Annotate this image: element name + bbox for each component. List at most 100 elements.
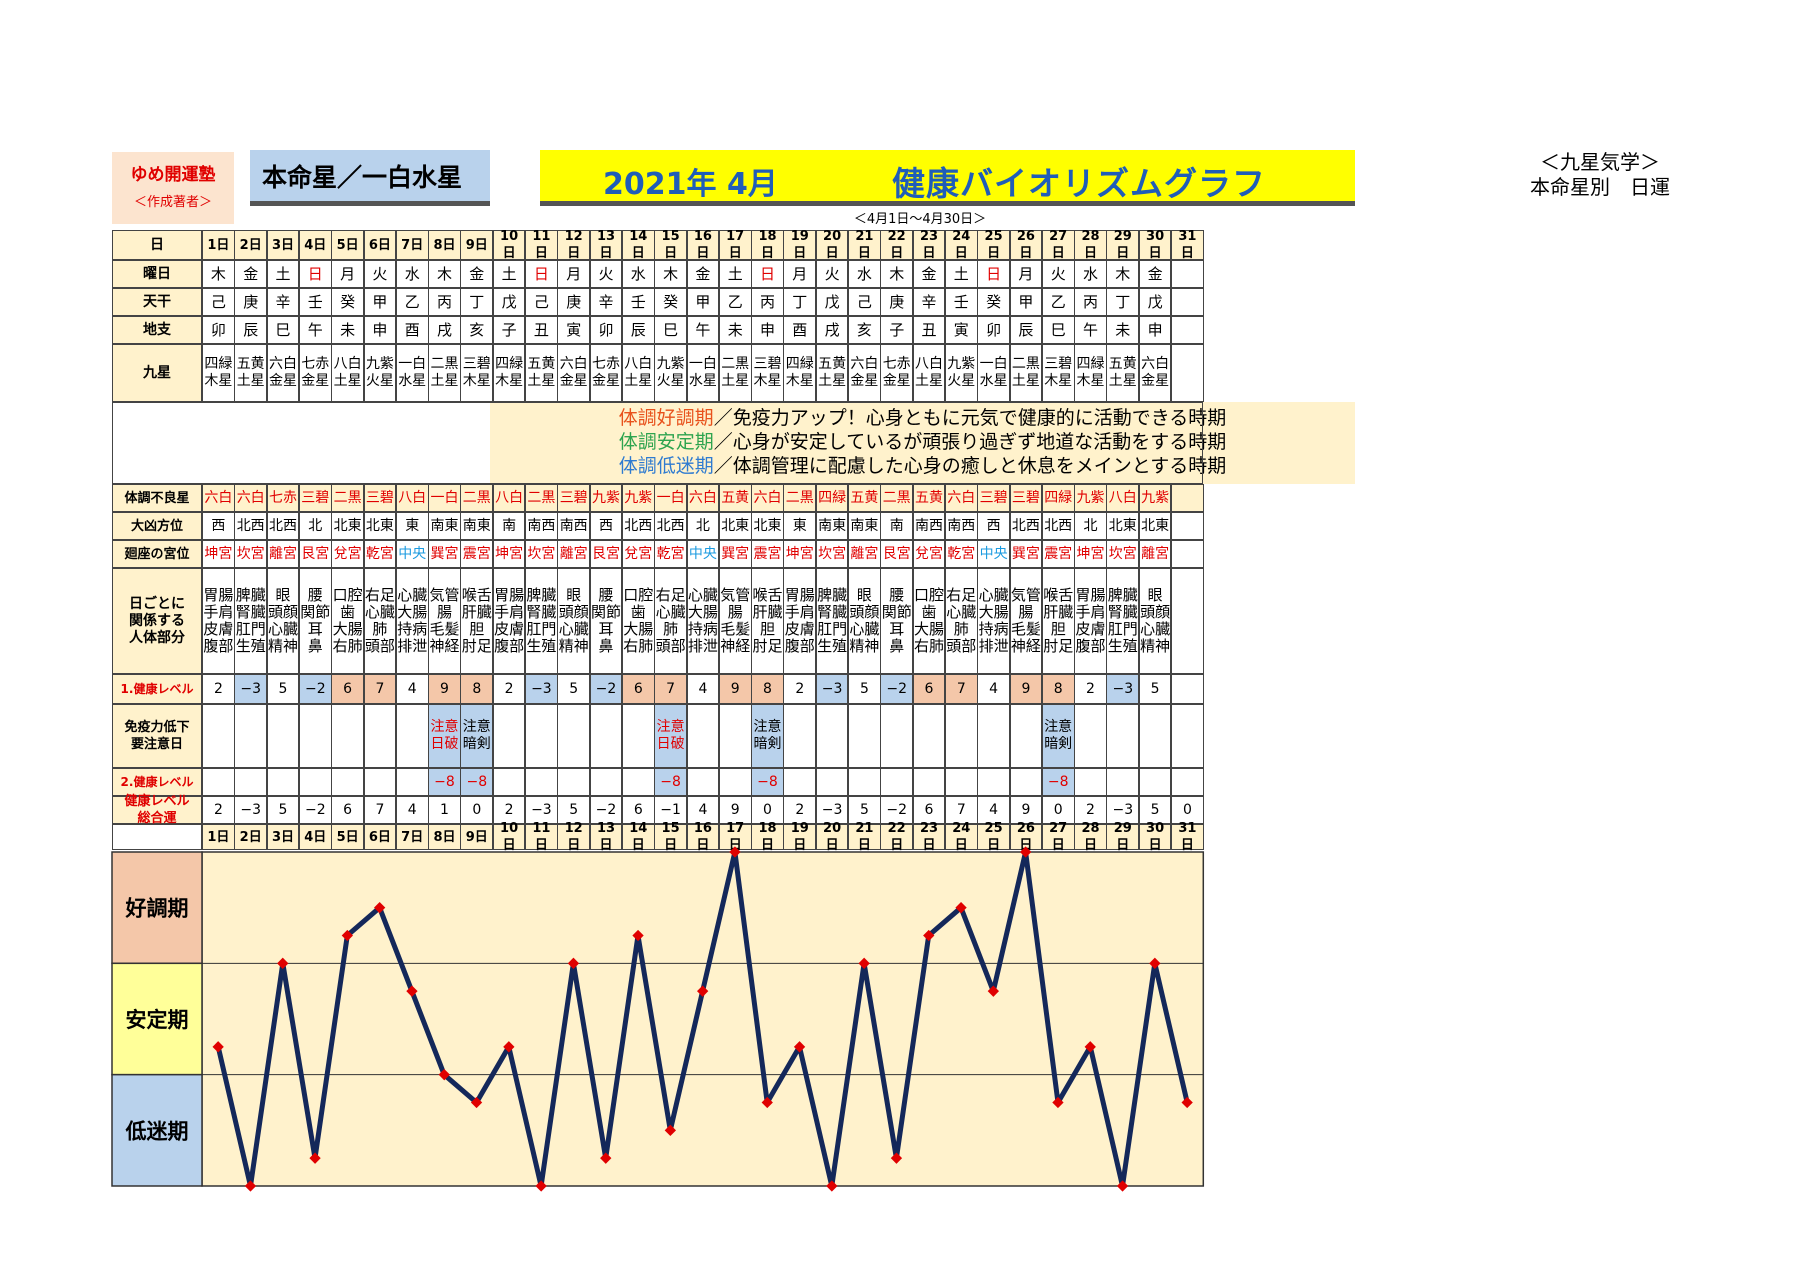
cell-line: 木星 (753, 373, 782, 389)
cell-line: 一白 (398, 356, 427, 372)
palace-cell: 中央 (977, 540, 1010, 568)
palace-cell: 兌宮 (331, 540, 364, 568)
day-header: 12日 (557, 821, 591, 853)
cell-line: 肘足 (1043, 637, 1074, 655)
cell-line: 金星 (301, 373, 330, 389)
row-label-palace: 廻座の宮位 (112, 540, 202, 568)
brand-name: ゆめ開運塾 (130, 165, 216, 185)
health1-cell: 9 (1009, 674, 1043, 704)
cell-line: 腸 (436, 603, 452, 621)
cell-line: 三碧 (462, 356, 491, 372)
health2-cell: −8 (428, 768, 461, 796)
cell-line: 腎臓 (235, 603, 266, 621)
body-cell: 眼頭顔 心臓 精神 (557, 568, 591, 674)
day-header: 13日 (589, 821, 623, 853)
tenkan-cell (1171, 288, 1204, 316)
star-label: 本命星／一白水星 (250, 150, 490, 206)
data-point (244, 1180, 257, 1192)
cell-line: 脾臓 (235, 586, 266, 604)
cell-line: 大腸 (687, 603, 718, 621)
bad_star-cell: 八白 (492, 484, 526, 512)
immune-cell (1138, 704, 1172, 768)
chishi-cell: 戌 (815, 316, 849, 344)
immune-cell (492, 704, 526, 768)
cell-line: 右肺 (623, 637, 654, 655)
day-header: 9日 (460, 824, 494, 850)
day-header: 21日 (848, 821, 881, 853)
body-cell: 口腔歯大腸 右肺 (331, 568, 364, 674)
kyusei-cell: 八白 土星 (331, 344, 364, 402)
cell-line: 皮膚 (494, 620, 525, 638)
kyusei-cell: 三碧 木星 (751, 344, 784, 402)
row-label-weekday: 曜日 (112, 260, 202, 288)
body-cell: 胃腸 手肩 皮膚 腹部 (202, 568, 235, 674)
cell-line: 関係する (129, 612, 185, 629)
bad_star-cell: 二黒 (525, 484, 558, 512)
cell-line: 六白 (559, 356, 588, 372)
bad_star-cell: 五黄 (848, 484, 881, 512)
health1-cell: 7 (363, 674, 397, 704)
body-cell: 気管腸毛髪 神経 (428, 568, 461, 674)
tenkan-cell: 戊 (492, 288, 526, 316)
data-point (503, 1041, 515, 1053)
bad_star-cell: 二黒 (460, 484, 494, 512)
cell-line: 皮膚 (203, 620, 234, 638)
cell-line: 注意 (430, 719, 459, 735)
cell-line: 腹部 (1075, 637, 1106, 655)
health1-cell: −2 (589, 674, 623, 704)
cell-line: 腰 (889, 586, 905, 604)
cell-line: 六白 (268, 356, 297, 372)
day-header: 16日 (686, 229, 720, 261)
day-header: 15日 (654, 821, 687, 853)
cell-line: 毛髪 (429, 620, 460, 638)
cell-line: 眼 (566, 586, 582, 604)
day-header: 15日 (654, 229, 687, 261)
day-header: 8日 (428, 230, 461, 260)
cell-line: 四緑 (785, 356, 814, 372)
row-label-bad_dir: 大凶方位 (112, 512, 202, 540)
zone-label-good: 好調期 (125, 897, 189, 921)
immune-cell: 注意 日破 (428, 704, 461, 768)
data-point (535, 1180, 547, 1192)
day-header: 17日 (718, 229, 752, 261)
cell-line: 耳 (889, 620, 905, 638)
day-header: 26日 (1009, 821, 1043, 853)
cell-line: 毛髪 (1010, 620, 1041, 638)
cell-line: 大腸 (397, 603, 428, 621)
cell-line: 口腔 (332, 586, 363, 604)
message-body-stable: ／心身が安定しているが頑張り過ぎず地道な活動をする時期 (713, 431, 1227, 453)
cell-line: 土星 (527, 373, 556, 389)
cell-line: 五黄 (1108, 356, 1137, 372)
bad_star-cell: 二黒 (880, 484, 914, 512)
cell-line: 手肩 (203, 603, 234, 621)
day-header: 12日 (557, 229, 591, 261)
bad_star-cell: 四緑 (815, 484, 849, 512)
health2-cell: −8 (654, 768, 687, 796)
cell-line: 心臓 (1140, 620, 1171, 638)
health1-cell: −3 (1106, 674, 1140, 704)
cell-line: 注意 (753, 719, 782, 735)
body-cell: 脾臓 腎臓 肛門 生殖 (815, 568, 849, 674)
cell-line: 腹部 (784, 637, 815, 655)
cell-line: 口腔 (623, 586, 654, 604)
cell-line: 土星 (430, 373, 459, 389)
cell-line: 頭顔 (849, 603, 880, 621)
cell-line: 水星 (398, 373, 427, 389)
total-cell: 4 (977, 796, 1010, 824)
day-header: 27日 (1041, 229, 1075, 261)
health2-cell (977, 768, 1010, 796)
cell-line: 毛髪 (720, 620, 751, 638)
health1-cell: 9 (718, 674, 752, 704)
cell-line: 頭顔 (267, 603, 298, 621)
cell-line: 四緑 (495, 356, 524, 372)
health1-cell: −3 (525, 674, 558, 704)
cell-line: 三碧 (753, 356, 782, 372)
cell-line: 五黄 (527, 356, 556, 372)
cell-line: 生殖 (1107, 637, 1138, 655)
cell-line: 一白 (979, 356, 1008, 372)
health1-cell: 2 (492, 674, 526, 704)
cell-line: 水星 (688, 373, 717, 389)
day-header: 6日 (363, 230, 397, 260)
kyusei-cell: 八白 土星 (912, 344, 946, 402)
